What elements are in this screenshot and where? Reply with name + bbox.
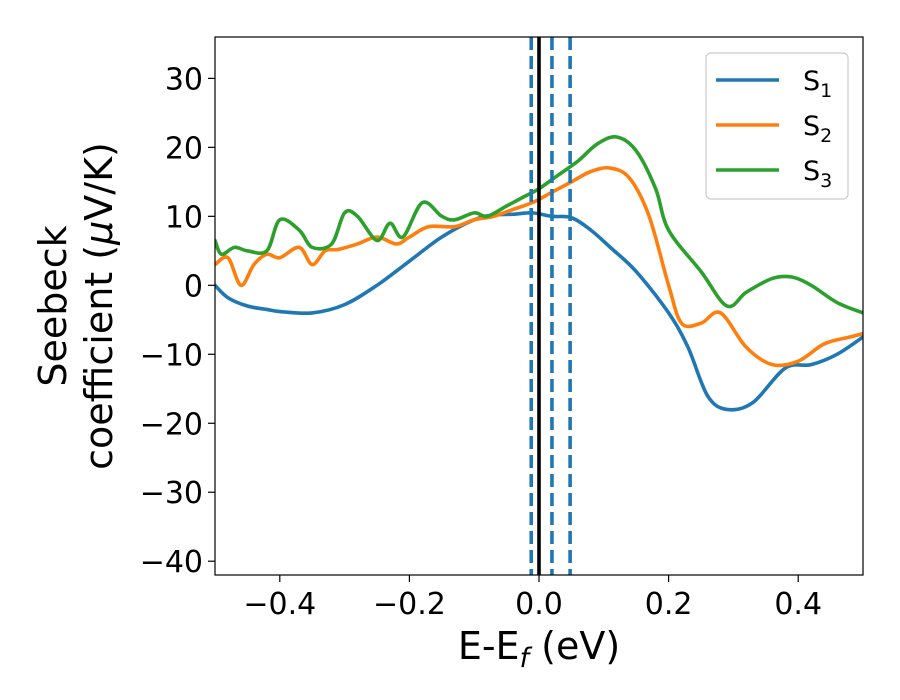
legend: S1 S2 S3 bbox=[705, 52, 849, 200]
x-axis-title: E-Ef (eV) bbox=[458, 624, 620, 674]
y-axis-title-mu: μ bbox=[77, 221, 121, 246]
x-tick-label: −0.2 bbox=[373, 587, 446, 622]
series-layer bbox=[215, 135, 863, 412]
y-tick-label: 10 bbox=[165, 200, 203, 235]
y-tick-label: 0 bbox=[184, 269, 203, 304]
y-tick-label: −30 bbox=[140, 476, 203, 511]
y-axis-title-text: coefficient ( bbox=[77, 245, 121, 470]
legend-items: S1 S2 S3 bbox=[716, 66, 832, 192]
y-axis-title-unit: V/K) bbox=[77, 142, 121, 221]
y-tick-label: 20 bbox=[165, 131, 203, 166]
x-tick-label: 0.0 bbox=[515, 587, 563, 622]
x-axis-title-unit: (eV) bbox=[529, 624, 620, 668]
y-axis-title-line1: Seebeck bbox=[31, 225, 75, 386]
x-tick-label: 0.2 bbox=[645, 587, 693, 622]
x-tick-label: −0.4 bbox=[243, 587, 316, 622]
y-tick-label: −10 bbox=[140, 338, 203, 373]
y-tick-label: −20 bbox=[140, 407, 203, 442]
series-line-s3 bbox=[215, 135, 863, 315]
series-line-s2 bbox=[215, 165, 863, 368]
legend-label-s2: S2 bbox=[803, 111, 832, 147]
legend-label-s3: S3 bbox=[803, 156, 832, 192]
ticks-layer: −0.4 −0.2 0.0 0.2 0.4 −40 −30 −20 −10 0 10 20 30 bbox=[140, 62, 822, 622]
y-axis-title-line2: coefficient (μV/K) bbox=[77, 142, 121, 470]
reference-lines-layer bbox=[529, 37, 572, 575]
x-axis-title-main: E-E bbox=[458, 624, 520, 668]
x-tick-label: 0.4 bbox=[774, 587, 822, 622]
y-tick-label: −40 bbox=[140, 545, 203, 580]
y-tick-label: 30 bbox=[165, 62, 203, 97]
series-line-s1 bbox=[215, 211, 863, 412]
legend-label-s1: S1 bbox=[803, 66, 832, 102]
